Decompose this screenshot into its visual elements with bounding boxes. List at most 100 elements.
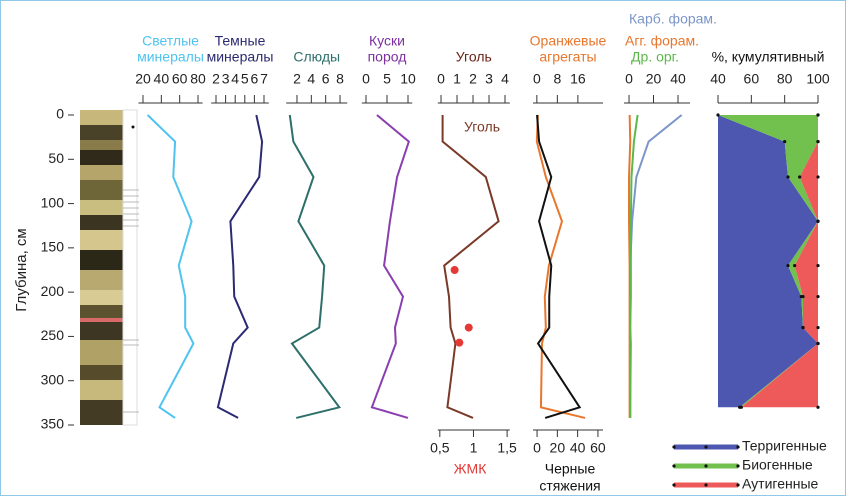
x-tick-label: 8 xyxy=(336,71,344,87)
vertex xyxy=(801,294,805,299)
y-tick-label: 200 xyxy=(41,283,65,299)
x-tick-label: 3 xyxy=(485,71,493,87)
y-tick-label: 100 xyxy=(41,194,65,210)
x2-tick-label: 60 xyxy=(590,440,606,456)
panel-title: агрегаты xyxy=(539,49,596,65)
vertex xyxy=(816,175,820,179)
vertex xyxy=(793,263,797,268)
panel-title: Темные xyxy=(215,33,266,49)
series-name: Др. орг. xyxy=(631,49,679,65)
legend-dot xyxy=(704,483,708,487)
vertex xyxy=(716,113,720,117)
panel-title: Уголь xyxy=(456,49,492,65)
panel-title: минералы xyxy=(207,49,274,65)
x-tick-label: 4 xyxy=(501,71,509,87)
y-tick-label: 0 xyxy=(56,106,64,122)
y-tick-label: 350 xyxy=(41,416,65,432)
x-tick-label: 4 xyxy=(231,71,239,87)
vertex xyxy=(801,325,805,330)
vertex xyxy=(816,263,820,268)
x-tick-label: 2 xyxy=(212,71,220,87)
panel-title: %, кумулятивный xyxy=(712,49,825,65)
vertex xyxy=(816,405,820,409)
stacked-area xyxy=(718,115,818,408)
x-tick-label: 2 xyxy=(469,71,477,87)
profile-line xyxy=(629,114,639,418)
panel-title: Оранжевые xyxy=(530,33,607,49)
x-tick-label: 0 xyxy=(362,71,370,87)
series-name: Агг. форам. xyxy=(625,33,699,49)
x-tick-label: 6 xyxy=(251,71,259,87)
legend-label: Биогенные xyxy=(742,457,813,473)
vertex xyxy=(798,175,802,179)
x-tick-label: 80 xyxy=(777,71,793,87)
legend-dot xyxy=(736,445,740,449)
vertex xyxy=(783,139,787,144)
legend-dot xyxy=(672,445,676,449)
profile-line xyxy=(146,114,195,419)
panel-title: Светлые xyxy=(142,33,199,49)
vertex xyxy=(739,405,743,409)
x2-tick-label: 0,5 xyxy=(430,440,450,456)
x-tick-label: 40 xyxy=(154,71,170,87)
legend-dot xyxy=(704,464,708,468)
profile-line xyxy=(370,114,411,419)
x2-tick-label: 40 xyxy=(570,440,586,456)
x-tick-label: 8 xyxy=(553,71,561,87)
x-tick-label: 40 xyxy=(710,71,726,87)
x-tick-label: 0 xyxy=(533,71,541,87)
x-tick-label: 3 xyxy=(222,71,230,87)
vertex xyxy=(786,175,790,179)
panel-title: Слюды xyxy=(293,49,340,65)
y-tick-label: 150 xyxy=(41,239,65,255)
panel-title: Куски xyxy=(369,33,405,49)
x-tick-label: 60 xyxy=(172,71,188,87)
x-tick-label: 80 xyxy=(190,71,206,87)
area-band xyxy=(718,115,818,408)
x-tick-label: 100 xyxy=(806,71,830,87)
vertex xyxy=(816,325,820,330)
series-name: Черные xyxy=(545,461,596,477)
series-name: стяжения xyxy=(539,478,600,494)
x-tick-label: 2 xyxy=(293,71,301,87)
x-tick-label: 60 xyxy=(744,71,760,87)
legend-label: Аутигенные xyxy=(742,476,819,492)
profile-line xyxy=(288,114,342,419)
vertex xyxy=(816,113,820,117)
x2-tick-label: 0 xyxy=(533,440,541,456)
x-tick-label: 10 xyxy=(400,71,416,87)
vertex xyxy=(816,219,820,223)
x2-tick-label: 1 xyxy=(470,440,478,456)
profile-line xyxy=(441,115,500,419)
legend-dot xyxy=(736,464,740,468)
panel-title: минералы xyxy=(137,49,204,65)
x-tick-label: 0 xyxy=(625,71,633,87)
point xyxy=(450,266,459,274)
x-tick-label: 16 xyxy=(570,71,586,87)
vertex xyxy=(786,263,790,268)
vertex xyxy=(816,294,820,299)
x-tick-label: 5 xyxy=(383,71,391,87)
legend-dot xyxy=(672,464,676,468)
series-name: ЖМК xyxy=(454,461,488,477)
legend-label: Терригенные xyxy=(742,438,827,454)
x-tick-label: 20 xyxy=(135,71,151,87)
point xyxy=(464,323,473,332)
y-tick-label: 300 xyxy=(41,371,65,387)
x-tick-label: 40 xyxy=(670,71,686,87)
x-tick-label: 4 xyxy=(307,71,315,87)
x-tick-label: 6 xyxy=(322,71,330,87)
vertex xyxy=(816,341,820,346)
legend-dot xyxy=(704,445,708,449)
legend-dot xyxy=(736,483,740,487)
area-band xyxy=(718,115,818,408)
profile-line xyxy=(535,114,586,419)
x-tick-label: 7 xyxy=(260,71,268,87)
x-tick-label: 0 xyxy=(437,71,445,87)
series-name: Уголь xyxy=(464,119,500,135)
legend-dot xyxy=(672,483,676,487)
area-band xyxy=(741,115,818,408)
profile-line xyxy=(536,114,582,419)
point xyxy=(455,338,464,347)
